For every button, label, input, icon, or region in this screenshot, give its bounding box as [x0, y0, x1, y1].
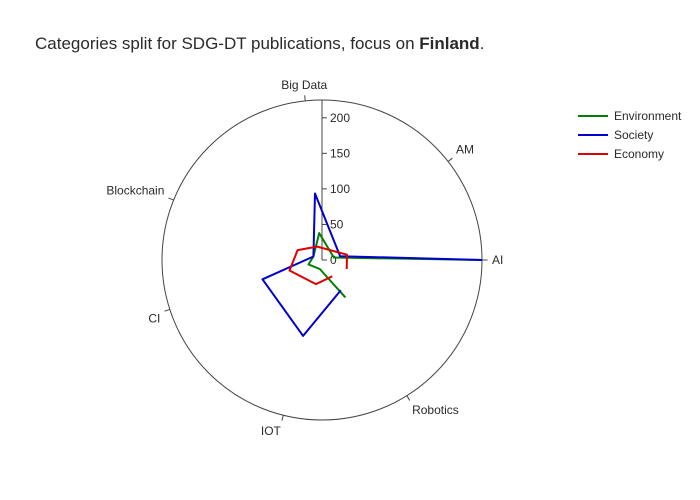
legend-label-environment: Environment [614, 108, 682, 123]
series-layer [261, 192, 483, 337]
angular-tick [304, 95, 306, 101]
legend-item-society[interactable]: Society [578, 125, 681, 144]
legend-item-economy[interactable]: Economy [578, 144, 681, 163]
chart-title: Categories split for SDG-DT publications… [35, 34, 484, 54]
legend-swatch-society [578, 133, 608, 136]
radial-tick-label: 150 [330, 146, 350, 160]
title-suffix: . [479, 34, 485, 53]
category-label: AM [456, 142, 474, 156]
angular-tick [164, 308, 170, 312]
legend-swatch-environment [578, 114, 608, 117]
series-line-society [261, 192, 483, 337]
angular-tick [281, 415, 284, 421]
category-label: Blockchain [106, 183, 164, 197]
legend-item-environment[interactable]: Environment [578, 106, 681, 125]
title-focus: Finland [419, 34, 480, 53]
legend-label-economy: Economy [614, 146, 665, 161]
category-label: AI [492, 253, 503, 267]
category-label: Robotics [412, 403, 459, 417]
angular-tick [168, 197, 174, 201]
radial-tick-label: 100 [330, 182, 350, 196]
category-label: CI [148, 312, 160, 326]
category-label: IOT [261, 424, 282, 438]
series-line-economy [288, 245, 348, 286]
axes-layer: 0 50 100 150 200 AI AM Big Data Blockchain CI IOT R… [106, 78, 503, 438]
radial-tick-label: 50 [330, 217, 344, 231]
legend-swatch-economy [578, 152, 608, 155]
radial-tick-label: 200 [330, 111, 350, 125]
angular-tick [447, 157, 453, 162]
legend-label-society: Society [614, 127, 654, 142]
title-prefix: Categories split for SDG-DT publications… [35, 34, 420, 53]
category-label: Big Data [281, 78, 327, 92]
legend: Environment Society Economy [578, 106, 681, 163]
angular-tick [406, 395, 411, 401]
radial-tick-label: 0 [330, 253, 337, 267]
